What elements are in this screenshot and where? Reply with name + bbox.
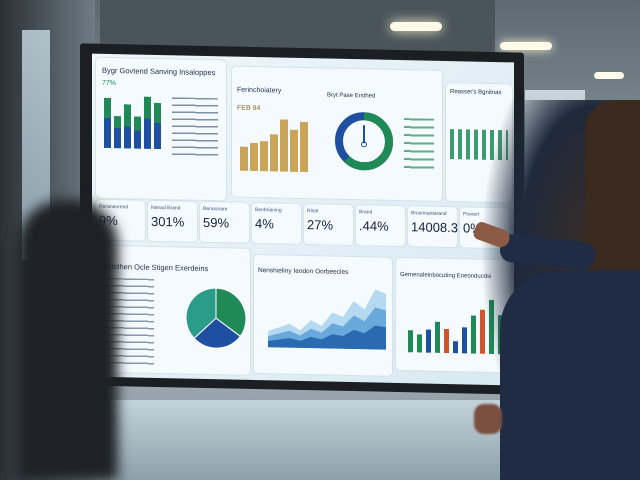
bar-chart bbox=[240, 117, 310, 173]
panel-title: Bryt Pase Ersthed bbox=[327, 92, 376, 100]
bar bbox=[444, 329, 449, 354]
ceiling-light bbox=[500, 42, 552, 50]
pie-slice bbox=[185, 287, 217, 339]
bar bbox=[250, 143, 258, 172]
panel-title: Bygr Govtend Sanving Insaloppes bbox=[102, 65, 216, 78]
kpi-value: 27% bbox=[307, 217, 334, 233]
bar bbox=[435, 321, 440, 353]
panel-value: FEB 94 bbox=[237, 104, 261, 113]
panel-title: Nenshieliny Ieodon Oorbeecles bbox=[258, 267, 349, 276]
ceiling-light bbox=[594, 72, 624, 79]
bar bbox=[408, 330, 413, 353]
kpi-value: 59% bbox=[203, 214, 230, 231]
bar bbox=[260, 141, 268, 172]
audience-member bbox=[18, 200, 118, 480]
kpi-row: Reraneorend9%Nenad Brand301%Benuonare59%… bbox=[96, 199, 514, 251]
stacked-bar-segment bbox=[124, 126, 131, 149]
kpi-value: 301% bbox=[151, 213, 185, 230]
gauge-chart bbox=[335, 112, 393, 171]
pie-slice bbox=[215, 287, 247, 338]
kpi-label: Reraneorend bbox=[99, 203, 129, 211]
panel-pie: Retolhen Ocle Stigen Exerdeins bbox=[96, 245, 250, 375]
kpi-value: 4% bbox=[255, 215, 274, 232]
kpi-label: Risat bbox=[307, 208, 319, 215]
bar bbox=[426, 329, 431, 353]
bar bbox=[270, 134, 278, 172]
kpi-label: Prevert bbox=[463, 211, 480, 218]
panel-bar-chart: Bygr Govtend Sanving Insaloppes 77% bbox=[96, 57, 226, 201]
bar bbox=[280, 119, 288, 172]
pie-slice bbox=[193, 317, 241, 349]
kpi-card: Brosrinantarand 14008.37 bbox=[408, 206, 465, 248]
stacked-bar-segment bbox=[134, 130, 141, 149]
panel-title: Reasser's Bgnitnas bbox=[450, 89, 502, 97]
kpi-label: Benuonare bbox=[203, 205, 228, 213]
bar bbox=[290, 129, 298, 172]
kpi-card: Nenad Brand 301% bbox=[148, 200, 197, 242]
legend bbox=[172, 97, 218, 159]
kpi-card: Brand .44% bbox=[356, 205, 405, 247]
bar bbox=[453, 341, 458, 354]
area-chart bbox=[268, 289, 386, 350]
legend bbox=[404, 118, 434, 173]
area-series bbox=[268, 325, 386, 350]
bar bbox=[240, 146, 248, 171]
pie-chart bbox=[185, 287, 247, 349]
kpi-label: Brosrinantarand bbox=[411, 210, 447, 218]
resting-hand bbox=[474, 404, 502, 434]
kpi-value: .44% bbox=[359, 218, 389, 234]
gauge-pivot bbox=[361, 141, 367, 148]
bar bbox=[417, 334, 422, 353]
bar bbox=[462, 327, 467, 354]
stacked-bar-segment bbox=[104, 117, 111, 148]
kpi-card: Benbrianing 4% bbox=[252, 202, 301, 244]
table-reflection bbox=[110, 400, 530, 480]
kpi-label: Nenad Brand bbox=[151, 204, 181, 212]
ceiling-light bbox=[390, 22, 442, 31]
kpi-value: 14008.37 bbox=[411, 219, 466, 236]
presenter-hair bbox=[585, 100, 640, 300]
kpi-label: Brand bbox=[359, 209, 373, 216]
kpi-card: Benuonare 59% bbox=[200, 201, 249, 243]
panel-area: Nenshieliny Ieodon Oorbeecles bbox=[254, 254, 392, 376]
kpi-card: Risat 27% bbox=[304, 204, 353, 246]
panel-value: 77% bbox=[102, 79, 117, 88]
stacked-bar-segment bbox=[114, 128, 121, 149]
panel-title: Ferinchoiatery bbox=[237, 86, 282, 95]
panel-gauge: Ferinchoiatery FEB 94 Bryt Pase Ersthed bbox=[232, 66, 442, 201]
stacked-bar-chart bbox=[104, 93, 166, 150]
kpi-label: Benbrianing bbox=[255, 206, 282, 214]
gauge-fill bbox=[335, 112, 393, 171]
bar bbox=[471, 315, 476, 354]
stacked-bar-segment bbox=[144, 118, 151, 149]
panel-title: Gemenaleinbocuting Eneonducdsi bbox=[400, 272, 492, 280]
bar bbox=[300, 121, 308, 173]
stacked-bar-segment bbox=[154, 122, 161, 150]
dashboard-screen: Bygr Govtend Sanving Insaloppes 77% Feri… bbox=[92, 53, 514, 386]
presenter-body bbox=[500, 270, 640, 480]
